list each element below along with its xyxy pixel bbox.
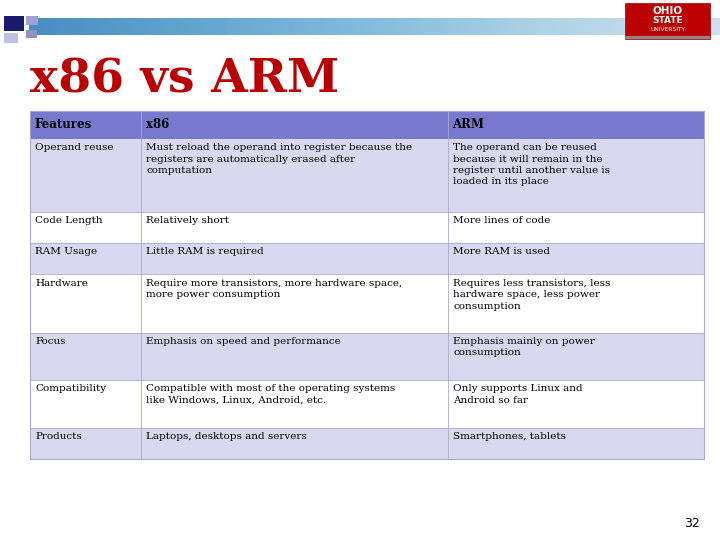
Text: UNIVERSITY: UNIVERSITY (650, 26, 685, 32)
Bar (26, 30, 37, 38)
Text: Features: Features (35, 118, 92, 131)
Text: Code Length: Code Length (35, 216, 103, 225)
Bar (4, 16, 24, 31)
Bar (625, 36, 710, 39)
Text: Emphasis on speed and performance: Emphasis on speed and performance (146, 337, 341, 346)
Bar (26, 16, 38, 25)
Bar (4, 32, 18, 43)
Text: Emphasis mainly on power
consumption: Emphasis mainly on power consumption (453, 337, 595, 357)
Text: RAM Usage: RAM Usage (35, 247, 97, 256)
Bar (625, 3, 710, 39)
Text: OHIO: OHIO (652, 6, 683, 16)
Text: 32: 32 (684, 517, 700, 530)
Bar (30, 111, 704, 139)
Bar (30, 243, 704, 274)
Text: More lines of code: More lines of code (453, 216, 551, 225)
Bar (30, 212, 704, 243)
Text: Must reload the operand into register because the
registers are automatically er: Must reload the operand into register be… (146, 143, 413, 175)
Text: Products: Products (35, 432, 82, 441)
Bar (30, 380, 704, 428)
Text: Little RAM is required: Little RAM is required (146, 247, 264, 256)
Bar (30, 139, 704, 212)
Text: The operand can be reused
because it will remain in the
register until another v: The operand can be reused because it wil… (453, 143, 610, 186)
Text: Hardware: Hardware (35, 279, 88, 288)
Text: Compatible with most of the operating systems
like Windows, Linux, Android, etc.: Compatible with most of the operating sy… (146, 384, 396, 405)
Text: Only supports Linux and
Android so far: Only supports Linux and Android so far (453, 384, 582, 405)
Text: Operand reuse: Operand reuse (35, 143, 114, 152)
Text: Requires less transistors, less
hardware space, less power
consumption: Requires less transistors, less hardware… (453, 279, 611, 310)
Text: STATE: STATE (652, 16, 683, 25)
Text: Require more transistors, more hardware space,
more power consumption: Require more transistors, more hardware … (146, 279, 402, 299)
Bar (30, 428, 704, 459)
Text: x86 vs ARM: x86 vs ARM (30, 57, 340, 103)
Text: Laptops, desktops and servers: Laptops, desktops and servers (146, 432, 307, 441)
Text: More RAM is used: More RAM is used (453, 247, 550, 256)
Text: Relatively short: Relatively short (146, 216, 230, 225)
Bar (30, 333, 704, 380)
Text: Focus: Focus (35, 337, 66, 346)
Text: x86: x86 (145, 118, 169, 131)
Text: Compatibility: Compatibility (35, 384, 107, 394)
Text: ARM: ARM (452, 118, 485, 131)
Bar (30, 274, 704, 333)
Text: Smartphones, tablets: Smartphones, tablets (453, 432, 566, 441)
